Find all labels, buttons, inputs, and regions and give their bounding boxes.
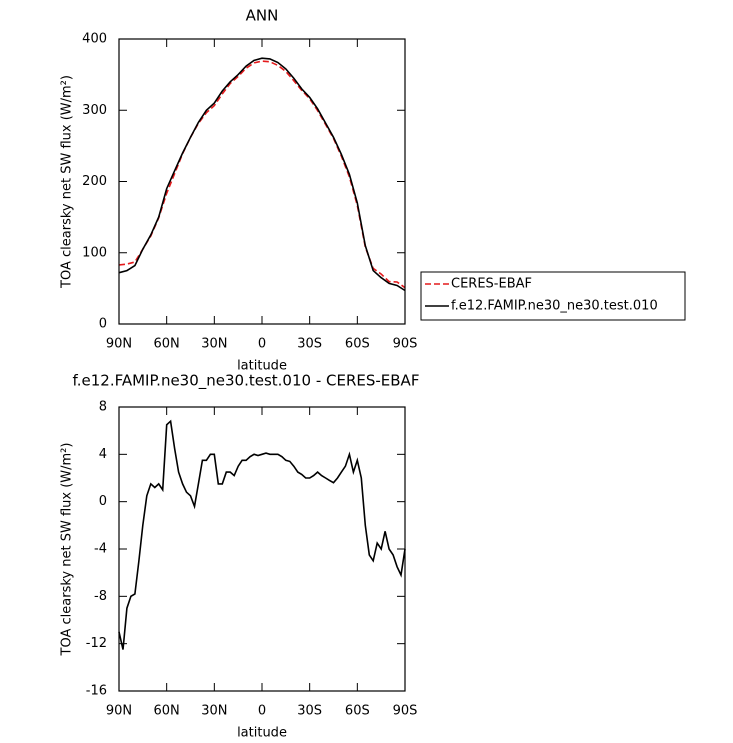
y-axis-label: TOA clearsky net SW flux (W/m²) xyxy=(60,75,75,289)
legend-box xyxy=(420,271,686,321)
x-tick-label: 90N xyxy=(106,704,132,719)
x-tick-label: 60N xyxy=(154,704,180,719)
y-tick-label: 100 xyxy=(82,245,107,260)
x-tick-label: 30N xyxy=(201,704,227,719)
x-tick-label: 0 xyxy=(258,337,266,352)
plot-frame xyxy=(118,38,406,325)
y-tick-label: 200 xyxy=(82,174,107,189)
x-tick-label: 30N xyxy=(201,337,227,352)
y-tick-label: -4 xyxy=(94,542,107,557)
x-tick-label: 30S xyxy=(297,337,322,352)
y-tick-label: -8 xyxy=(94,589,107,604)
y-axis-label: TOA clearsky net SW flux (W/m²) xyxy=(60,443,75,657)
plot-frame xyxy=(118,406,406,692)
y-tick-label: 300 xyxy=(82,103,107,118)
y-tick-label: -12 xyxy=(86,636,107,651)
y-tick-label: 8 xyxy=(99,400,107,415)
x-tick-label: 0 xyxy=(258,704,266,719)
y-tick-label: 0 xyxy=(99,317,107,332)
x-tick-label: 90S xyxy=(393,704,418,719)
legend-label: f.e12.FAMIP.ne30_ne30.test.010 xyxy=(451,299,658,314)
data-line xyxy=(118,419,406,650)
x-tick-label: 60N xyxy=(154,337,180,352)
legend-label: CERES-EBAF xyxy=(451,277,532,292)
y-tick-label: 4 xyxy=(99,447,107,462)
x-tick-label: 90S xyxy=(393,337,418,352)
x-tick-label: 60S xyxy=(345,704,370,719)
y-tick-label: 0 xyxy=(99,494,107,509)
x-tick-label: 60S xyxy=(345,337,370,352)
data-line xyxy=(118,60,406,289)
data-line xyxy=(118,57,406,292)
x-axis-label: latitude xyxy=(237,359,287,374)
x-tick-label: 30S xyxy=(297,704,322,719)
chart-title: f.e12.FAMIP.ne30_ne30.test.010 - CERES-E… xyxy=(73,372,420,391)
y-tick-label: -16 xyxy=(86,684,107,699)
chart-title: ANN xyxy=(246,7,279,25)
x-axis-label: latitude xyxy=(237,726,287,741)
y-tick-label: 400 xyxy=(82,32,107,47)
x-tick-label: 90N xyxy=(106,337,132,352)
